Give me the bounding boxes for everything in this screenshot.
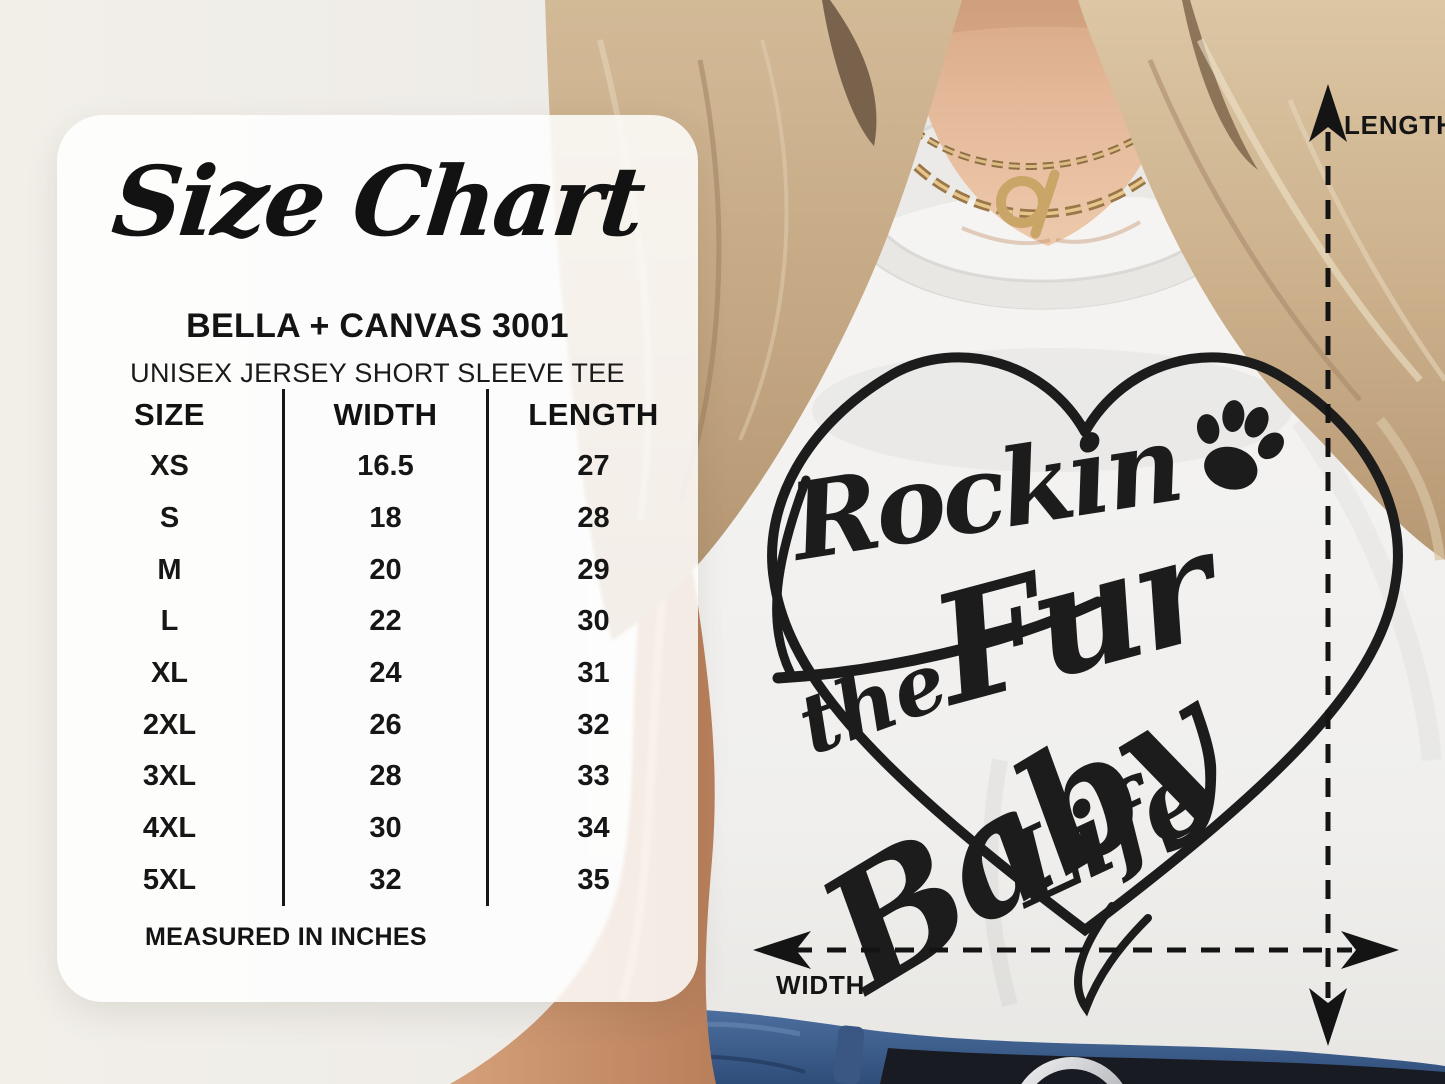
size-chart-title: Size Chart	[107, 145, 648, 258]
table-cell: 18	[369, 502, 402, 535]
table-cell: 27	[577, 450, 610, 483]
belt-loop	[833, 1025, 865, 1084]
table-cell: 20	[369, 553, 402, 586]
table-cell: 34	[577, 812, 610, 845]
table-cell: S	[159, 502, 180, 535]
table-cell: 32	[369, 863, 402, 896]
table-cell: 33	[577, 760, 610, 793]
table-cell: XL	[150, 657, 189, 690]
product-name: UNISEX JERSEY SHORT SLEEVE TEE	[130, 358, 625, 388]
table-cell: 28	[577, 502, 610, 535]
table-cell: 29	[577, 553, 610, 586]
belt	[880, 1048, 1445, 1084]
belt-ring	[1021, 1057, 1123, 1084]
paw-print-icon	[1196, 400, 1284, 490]
table-cell: 22	[369, 605, 402, 638]
table-cell: 16.5	[357, 450, 414, 483]
table-cell: 32	[577, 708, 610, 741]
table-cell: 5XL	[142, 863, 197, 896]
table-cell: 26	[369, 708, 402, 741]
width-column: WIDTH 16.5 18 20 22 24 26 28 30 32	[282, 389, 489, 907]
table-cell: L	[160, 605, 179, 638]
heart-outline-icon	[767, 352, 1403, 937]
units-note: MEASURED IN INCHES	[145, 923, 427, 951]
size-chart-card: Size Chart BELLA + CANVAS 3001 UNISEX JE…	[57, 115, 698, 1002]
table-cell: 24	[369, 657, 402, 690]
toggle-clasp-pendant	[996, 169, 1060, 239]
table-cell: 28	[369, 760, 402, 793]
hair-right	[1078, 0, 1445, 561]
table-cell: 31	[577, 657, 610, 690]
length-label: LENGTH	[1344, 110, 1445, 140]
column-header: WIDTH	[333, 397, 438, 432]
table-cell: 30	[369, 812, 402, 845]
table-cell: 35	[577, 863, 610, 896]
table-cell: 3XL	[142, 760, 197, 793]
column-header: SIZE	[134, 397, 205, 432]
table-cell: 30	[577, 605, 610, 638]
table-cell: 4XL	[142, 812, 197, 845]
width-label: WIDTH	[776, 970, 866, 1000]
table-cell: M	[157, 553, 182, 586]
table-cell: XS	[150, 450, 189, 483]
size-table: SIZE XS S M L XL 2XL 3XL 4XL 5XL WIDTH 16.5 18 20 22 2…	[57, 389, 698, 907]
table-cell: 2XL	[142, 708, 197, 741]
column-header: LENGTH	[528, 397, 659, 432]
size-column: SIZE XS S M L XL 2XL 3XL 4XL 5XL	[57, 389, 282, 906]
jeans	[588, 1008, 1445, 1084]
length-column: LENGTH 27 28 29 30 31 32 33 34 35	[489, 389, 698, 906]
brand-name: BELLA + CANVAS 3001	[186, 307, 569, 345]
